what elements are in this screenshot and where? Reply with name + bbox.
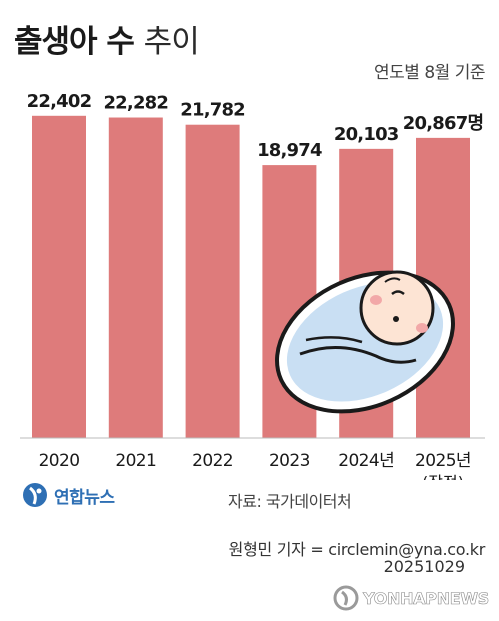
publish-date: 20251029 bbox=[383, 557, 465, 576]
value-label: 20,103 bbox=[334, 124, 399, 145]
bar-2022 bbox=[185, 124, 240, 438]
title-main: 출생아 수 bbox=[14, 24, 135, 60]
x-tick-label: 2021 bbox=[115, 451, 156, 471]
swaddled-baby-icon bbox=[275, 270, 455, 414]
bar-2021 bbox=[108, 117, 163, 439]
basis-note: 연도별 8월 기준 bbox=[374, 63, 485, 83]
yonhapnews-watermark: YONHAPNEWS bbox=[333, 585, 490, 611]
yonhapnews-watermark-text: YONHAPNEWS bbox=[362, 588, 490, 608]
yonhap-watermark-icon bbox=[333, 585, 359, 611]
x-tick-label: 2024년 bbox=[338, 451, 394, 471]
x-tick-note: (잠정) bbox=[422, 473, 464, 480]
yonhap-logo: 연합뉴스 bbox=[22, 482, 115, 508]
x-tick-label: 2020 bbox=[39, 451, 80, 471]
value-label: 22,402 bbox=[27, 91, 92, 112]
value-label: 22,282 bbox=[103, 93, 168, 114]
reporter-credit: 원형민 기자 = circlemin@yna.co.kr bbox=[228, 540, 486, 559]
title-suffix: 추이 bbox=[143, 24, 200, 60]
yonhap-logo-icon bbox=[23, 483, 47, 507]
x-tick-labels: 2020 2021 2022 2023 2024년 2025년 (잠정) bbox=[39, 451, 472, 480]
bar-2020 bbox=[32, 115, 86, 438]
source-note: 자료: 국가데이터처 bbox=[228, 492, 352, 511]
value-label: 21,782 bbox=[180, 100, 245, 121]
page-title: 출생아 수 추이 bbox=[14, 20, 200, 64]
x-tick-label: 2025년 bbox=[415, 451, 471, 471]
x-tick-label: 2023 bbox=[269, 451, 310, 471]
x-tick-label: 2022 bbox=[192, 451, 233, 471]
bars bbox=[32, 115, 470, 439]
value-label: 18,974 bbox=[257, 140, 322, 161]
value-label: 20,867명 bbox=[403, 113, 483, 134]
yonhap-logo-text: 연합뉴스 bbox=[54, 487, 115, 508]
